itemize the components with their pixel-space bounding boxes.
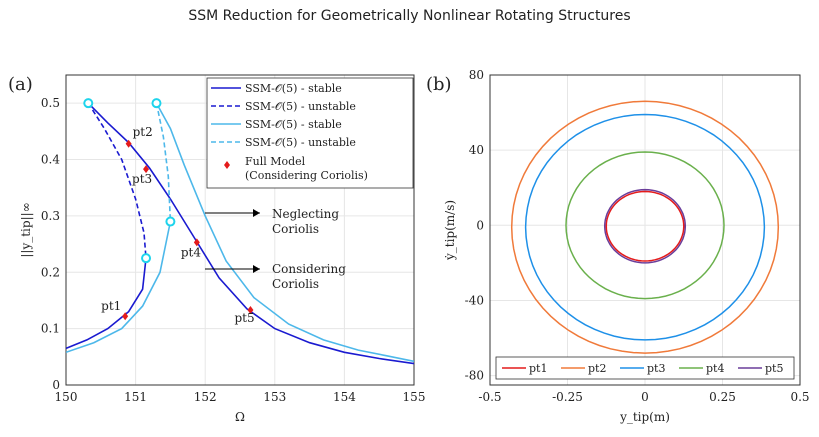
x-tick-label: 153 <box>263 390 286 404</box>
series-line-4 <box>155 102 414 363</box>
legend-marker <box>224 161 230 169</box>
y-axis-label: ẏ_tip(m/s) <box>443 200 457 261</box>
full-model-marker <box>122 312 129 321</box>
orbit-pt5 <box>603 188 687 264</box>
y-tick-label: 40 <box>469 143 484 157</box>
x-axis-label: y_tip(m) <box>619 410 670 424</box>
series-line-0 <box>66 258 147 350</box>
x-axis-label: Ω <box>235 410 245 424</box>
legend-label: SSM-𝒪(5) - unstable <box>245 136 356 149</box>
legend-label: pt4 <box>706 362 724 375</box>
legend-label: (Considering Coriolis) <box>245 169 368 182</box>
x-tick-label: -0.25 <box>552 390 583 404</box>
bifurcation-marker <box>165 216 176 227</box>
page-title: SSM Reduction for Geometrically Nonlinea… <box>188 8 631 24</box>
point-label: pt5 <box>234 311 254 325</box>
legend-label: pt1 <box>529 362 547 375</box>
x-tick-label: 154 <box>333 390 356 404</box>
y-tick-label: -80 <box>465 369 484 383</box>
x-tick-label: 152 <box>194 390 217 404</box>
legend-label: pt3 <box>647 362 665 375</box>
x-tick-label: 150 <box>55 390 78 404</box>
annotation-neglecting-2: Coriolis <box>272 222 319 236</box>
orbit-pt2 <box>510 100 780 354</box>
orbit-pt1 <box>605 190 685 262</box>
series-line-2 <box>87 102 147 259</box>
bifurcation-marker <box>141 253 152 264</box>
y-tick-label: 0.1 <box>41 322 60 336</box>
x-tick-label: 0.25 <box>709 390 736 404</box>
legend-b: pt1 pt2 pt3 pt4 pt5 <box>495 356 795 380</box>
legend-a: SSM-𝒪(5) - stable SSM-𝒪(5) - unstable SSM-… <box>206 77 414 189</box>
series-line-3 <box>66 221 172 354</box>
legend-label: Full Model <box>245 155 306 168</box>
annotation-neglecting-1: Neglecting <box>272 207 339 221</box>
x-tick-label: 151 <box>124 390 147 404</box>
full-model-marker <box>193 238 200 247</box>
point-label: pt2 <box>133 125 153 139</box>
panel-b: -0.5 -0.25 0 0.25 0.5 -80 -40 0 40 80 y_tip(m) ẏ_ti… <box>443 68 810 424</box>
legend-label: pt5 <box>765 362 783 375</box>
legend-box <box>495 356 795 380</box>
x-tick-label: 0 <box>641 390 649 404</box>
full-model-marker <box>247 306 254 315</box>
y-tick-label: 0.2 <box>41 265 60 279</box>
bifurcation-marker <box>83 98 94 109</box>
plot-frame-a <box>65 74 415 386</box>
panel-b-label: (b) <box>426 74 452 95</box>
point-label: pt1 <box>101 299 121 313</box>
arrow-head <box>253 265 260 273</box>
x-tick-label: 155 <box>403 390 426 404</box>
y-tick-label: 0 <box>476 218 484 232</box>
y-tick-label: 0.3 <box>41 209 60 223</box>
annotation-considering-2: Coriolis <box>272 277 319 291</box>
legend-box <box>206 77 414 189</box>
y-tick-label: 0.4 <box>41 153 60 167</box>
orbit-pt4 <box>565 151 725 300</box>
y-axis-label: ||y_tip||∞ <box>19 202 33 257</box>
y-tick-label: -40 <box>465 293 484 307</box>
full-model-marker <box>125 139 132 148</box>
point-label: pt4 <box>181 245 202 259</box>
legend-label: SSM-𝒪(5) - stable <box>245 118 342 131</box>
panel-a: 150 151 152 153 154 155 0 0.1 0.2 0.3 0.4 0.5 Ω ||y_t… <box>19 74 426 424</box>
annotation-considering-1: Considering <box>272 262 346 276</box>
bifurcation-marker <box>151 98 162 109</box>
point-label: pt3 <box>132 172 152 186</box>
y-tick-label: 0.5 <box>41 96 60 110</box>
series-group-b <box>510 100 780 354</box>
arrow-head <box>253 209 260 217</box>
panel-a-label: (a) <box>8 74 33 95</box>
series-line-5 <box>155 103 172 222</box>
x-tick-label: -0.5 <box>478 390 501 404</box>
full-model-marker <box>143 165 150 174</box>
orbit-pt3 <box>524 113 766 341</box>
legend-label: SSM-𝒪(5) - unstable <box>245 100 356 113</box>
y-tick-label: 80 <box>469 68 484 82</box>
legend-label: pt2 <box>588 362 606 375</box>
x-tick-label: 0.5 <box>790 390 809 404</box>
plot-frame-b <box>489 74 801 386</box>
legend-label: SSM-𝒪(5) - stable <box>245 82 342 95</box>
y-tick-label: 0 <box>52 378 60 392</box>
